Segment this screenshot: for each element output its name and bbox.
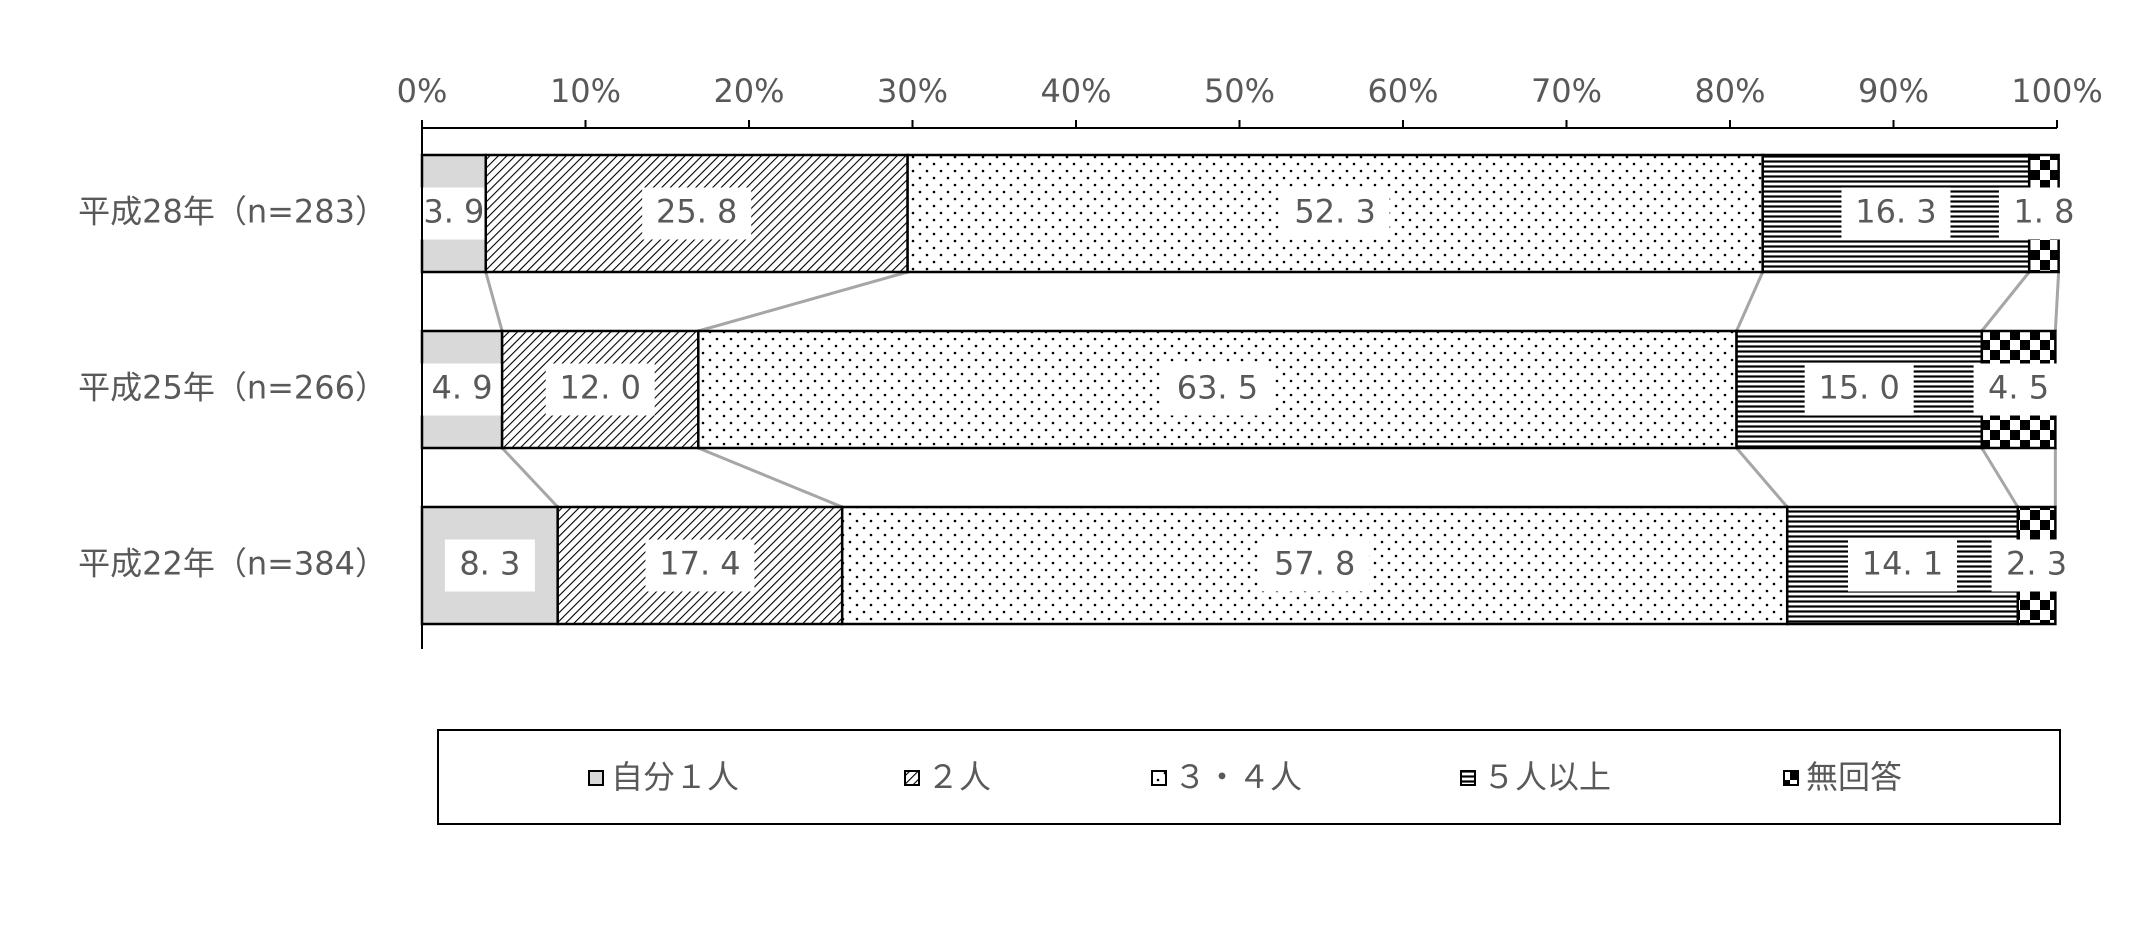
legend-label: 無回答 xyxy=(1806,758,1902,796)
connector-line xyxy=(1980,271,2031,332)
x-tick-label: 80% xyxy=(1694,72,1765,110)
connector-line xyxy=(1735,271,1765,332)
connector-line xyxy=(697,446,843,509)
data-label: 17. 4 xyxy=(659,545,740,583)
data-label: 15. 0 xyxy=(1818,369,1899,407)
label-bg xyxy=(1991,539,2082,592)
label-bg xyxy=(1841,187,1951,240)
label-bg xyxy=(1847,539,1957,592)
category-label: 平成22年（n=384） xyxy=(78,545,387,583)
label-bg xyxy=(1804,363,1914,416)
category-label: 平成25年（n=266） xyxy=(78,369,387,407)
legend-label: ５人以上 xyxy=(1483,758,1611,796)
label-bg xyxy=(1973,363,2064,416)
data-label: 2. 3 xyxy=(2006,545,2067,583)
connector-line xyxy=(1735,447,1789,508)
connector-line xyxy=(697,270,909,333)
data-label: 8. 3 xyxy=(459,545,520,583)
x-tick-label: 20% xyxy=(713,72,784,110)
data-label: 52. 3 xyxy=(1294,193,1375,231)
x-tick-label: 100% xyxy=(2011,72,2102,110)
label-bg xyxy=(1998,187,2089,240)
label-bg xyxy=(1280,187,1390,240)
label-bg xyxy=(417,363,508,416)
connector-line xyxy=(1980,447,2020,508)
x-tick-label: 60% xyxy=(1367,72,1438,110)
label-bg xyxy=(1162,363,1272,416)
x-tick-label: 0% xyxy=(397,72,448,110)
connector-line xyxy=(501,446,559,509)
data-label: 1. 8 xyxy=(2013,193,2074,231)
x-tick-label: 70% xyxy=(1531,72,1602,110)
data-label: 25. 8 xyxy=(656,193,737,231)
data-label: 16. 3 xyxy=(1855,193,1936,231)
data-label: 57. 8 xyxy=(1274,545,1355,583)
data-label: 4. 9 xyxy=(432,369,493,407)
connector-line xyxy=(484,271,504,332)
legend-label: ３・４人 xyxy=(1174,758,1302,796)
category-label: 平成28年（n=283） xyxy=(78,193,387,231)
label-bg xyxy=(444,539,535,592)
label-bg xyxy=(408,187,499,240)
x-tick-label: 90% xyxy=(1858,72,1929,110)
label-bg xyxy=(545,363,655,416)
legend-swatch xyxy=(1783,770,1799,786)
x-tick-label: 40% xyxy=(1040,72,1111,110)
data-label: 12. 0 xyxy=(560,369,641,407)
legend-label: 自分１人 xyxy=(611,758,739,796)
legend-swatch xyxy=(904,770,920,786)
x-tick-label: 30% xyxy=(877,72,948,110)
data-label: 3. 9 xyxy=(423,193,484,231)
x-tick-label: 10% xyxy=(550,72,621,110)
legend-swatch xyxy=(588,770,604,786)
legend-label: ２人 xyxy=(927,758,991,796)
legend-swatch xyxy=(1460,770,1476,786)
x-tick-label: 50% xyxy=(1204,72,1275,110)
connector-line xyxy=(2053,271,2061,332)
label-bg xyxy=(1260,539,1370,592)
data-label: 14. 1 xyxy=(1862,545,1943,583)
legend-swatch xyxy=(1151,770,1167,786)
label-bg xyxy=(645,539,755,592)
data-label: 4. 5 xyxy=(1988,369,2049,407)
data-label: 63. 5 xyxy=(1177,369,1258,407)
label-bg xyxy=(642,187,752,240)
